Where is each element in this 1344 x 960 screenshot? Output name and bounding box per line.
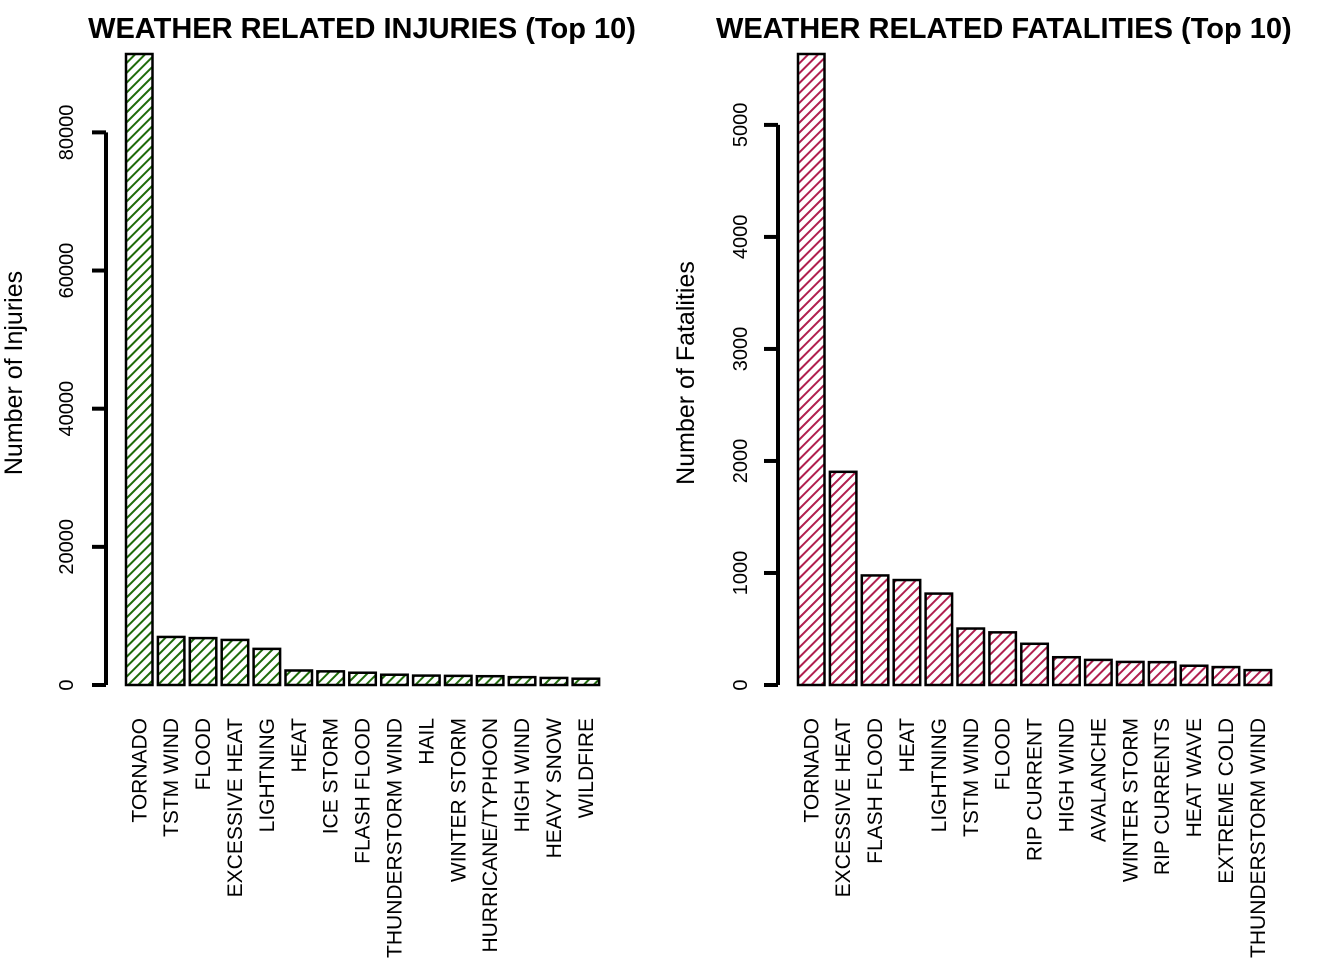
- injuries-bar: [477, 676, 504, 685]
- fatalities-category-label: TSTM WIND: [960, 718, 983, 837]
- injuries-y-axis-label: Number of Injuries: [0, 271, 28, 475]
- fatalities-bar: [1181, 666, 1208, 685]
- injuries-y-tick-label: 60000: [56, 243, 78, 299]
- fatalities-category-label: EXCESSIVE HEAT: [832, 718, 855, 898]
- fatalities-y-tick-label: 5000: [730, 103, 752, 148]
- fatalities-bar: [989, 632, 1016, 685]
- injuries-category-label: HEAT: [288, 718, 311, 773]
- fatalities-y-axis: 0 1000 2000 3000 4000 5000: [730, 103, 778, 691]
- injuries-bar: [413, 676, 440, 685]
- fatalities-bar: [958, 629, 985, 685]
- fatalities-category-label: HEAT WAVE: [1183, 718, 1206, 837]
- injuries-bar: [381, 675, 408, 685]
- fatalities-bar: [1149, 662, 1176, 685]
- injuries-bar: [254, 649, 281, 685]
- injuries-category-label: ICE STORM: [320, 718, 343, 834]
- injuries-bar: [573, 679, 600, 685]
- injuries-bar: [286, 670, 313, 685]
- injuries-category-label: HAIL: [415, 718, 438, 765]
- injuries-bar: [349, 673, 376, 685]
- injuries-category-label: EXCESSIVE HEAT: [224, 718, 247, 898]
- fatalities-bar: [1021, 644, 1048, 685]
- injuries-bar: [541, 678, 568, 685]
- fatalities-category-label: RIP CURRENTS: [1151, 718, 1174, 875]
- injuries-category-label: LIGHTNING: [256, 718, 279, 832]
- injuries-category-label: TORNADO: [128, 718, 151, 823]
- fatalities-category-label: THUNDERSTORM WIND: [1247, 718, 1270, 958]
- injuries-category-label: WINTER STORM: [447, 718, 470, 882]
- injuries-category-label: FLOOD: [192, 718, 215, 790]
- fatalities-category-label: AVALANCHE: [1087, 718, 1110, 842]
- fatalities-y-tick-label: 1000: [730, 551, 752, 596]
- injuries-y-tick-label: 20000: [56, 519, 78, 575]
- injuries-bar: [222, 640, 249, 685]
- fatalities-category-label: HEAT: [896, 718, 919, 773]
- fatalities-y-tick-label: 0: [730, 679, 752, 690]
- injuries-y-tick-label: 0: [56, 679, 78, 690]
- injuries-category-label: TSTM WIND: [160, 718, 183, 837]
- injuries-category-label: HURRICANE/TYPHOON: [479, 718, 502, 953]
- fatalities-bar: [1245, 670, 1272, 685]
- fatalities-category-label: LIGHTNING: [928, 718, 951, 832]
- fatalities-chart-title: WEATHER RELATED FATALITIES (Top 10): [716, 13, 1292, 45]
- fatalities-y-axis-label: Number of Fatalities: [672, 261, 700, 485]
- fatalities-panel: WEATHER RELATED FATALITIES (Top 10) Numb…: [672, 13, 1292, 958]
- injuries-bar: [126, 54, 153, 685]
- injuries-y-tick-label: 40000: [56, 381, 78, 437]
- fatalities-category-label: RIP CURRENT: [1024, 718, 1047, 861]
- fatalities-bar: [1117, 662, 1144, 685]
- fatalities-y-tick-label: 3000: [730, 327, 752, 372]
- injuries-category-labels: TORNADO TSTM WIND FLOOD EXCESSIVE HEAT LIGHT…: [128, 718, 598, 958]
- fatalities-bar: [798, 54, 825, 685]
- fatalities-category-label: FLASH FLOOD: [864, 718, 887, 864]
- injuries-category-label: FLASH FLOOD: [352, 718, 375, 864]
- injuries-category-label: HEAVY SNOW: [543, 718, 566, 859]
- fatalities-bar: [1213, 667, 1240, 685]
- fatalities-y-tick-label: 2000: [730, 439, 752, 484]
- fatalities-category-label: TORNADO: [800, 718, 823, 823]
- injuries-panel: WEATHER RELATED INJURIES (Top 10) Number…: [0, 13, 636, 958]
- injuries-y-tick-label: 80000: [56, 105, 78, 161]
- injuries-bar: [317, 671, 344, 685]
- injuries-bar: [158, 637, 185, 685]
- injuries-chart-title: WEATHER RELATED INJURIES (Top 10): [88, 13, 636, 45]
- fatalities-category-label: FLOOD: [992, 718, 1015, 790]
- fatalities-category-label: HIGH WIND: [1055, 718, 1078, 832]
- injuries-category-label: HIGH WIND: [511, 718, 534, 832]
- fatalities-category-labels: TORNADO EXCESSIVE HEAT FLASH FLOOD HEAT LIGH…: [800, 718, 1270, 958]
- fatalities-category-label: EXTREME COLD: [1215, 718, 1238, 884]
- fatalities-bar: [894, 580, 921, 685]
- fatalities-bar: [1085, 660, 1112, 685]
- injuries-category-label: WILDFIRE: [575, 718, 598, 818]
- injuries-bar: [509, 677, 536, 685]
- injuries-category-label: THUNDERSTORM WIND: [383, 718, 406, 958]
- fatalities-bar: [862, 575, 889, 685]
- fatalities-y-tick-label: 4000: [730, 215, 752, 260]
- injuries-bars: [126, 54, 599, 685]
- fatalities-bars: [798, 54, 1271, 685]
- fatalities-bar: [1053, 657, 1080, 685]
- injuries-bar: [190, 638, 217, 685]
- fatalities-category-label: WINTER STORM: [1119, 718, 1142, 882]
- fatalities-bar: [830, 472, 857, 685]
- fatalities-bar: [926, 594, 953, 685]
- injuries-y-axis: 0 20000 40000 60000 80000: [56, 105, 106, 691]
- injuries-bar: [445, 676, 472, 685]
